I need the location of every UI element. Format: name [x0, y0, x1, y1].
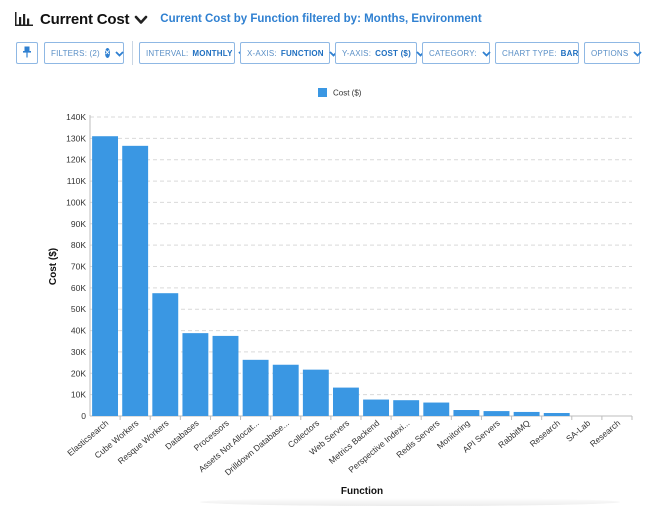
bar[interactable] — [92, 136, 119, 416]
filters-dropdown[interactable]: FILTERS: (2) × — [44, 42, 124, 64]
y-axis-value: COST ($) — [375, 48, 411, 58]
bar[interactable] — [212, 335, 239, 416]
bar[interactable] — [453, 410, 480, 416]
bar[interactable] — [423, 402, 450, 416]
bar[interactable] — [302, 369, 329, 416]
interval-dropdown[interactable]: INTERVAL: MONTHLY — [139, 42, 247, 64]
bar[interactable] — [393, 400, 420, 416]
page-title: Current Cost — [40, 10, 130, 28]
x-tick-label: Research — [588, 418, 623, 449]
x-axis-dropdown[interactable]: X-AXIS: FUNCTION — [240, 42, 338, 64]
panel-shadow — [200, 498, 620, 506]
bar[interactable] — [483, 411, 510, 416]
y-tick-label: 30K — [71, 347, 86, 357]
bar-chart-icon — [14, 11, 34, 27]
y-tick-label: 40K — [71, 326, 86, 336]
filters-label: FILTERS: (2) — [51, 48, 100, 58]
y-tick-label: 130K — [66, 133, 86, 143]
category-label: CATEGORY: — [429, 48, 477, 58]
bar[interactable] — [242, 359, 269, 416]
x-tick-label: RabbitMQ — [496, 418, 532, 451]
chart-subtitle: Current Cost by Function filtered by: Mo… — [160, 13, 482, 25]
category-dropdown[interactable]: CATEGORY: — [422, 42, 491, 64]
y-tick-label: 60K — [71, 283, 86, 293]
interval-value: MONTHLY — [192, 48, 233, 58]
bar[interactable] — [513, 411, 540, 416]
bar[interactable] — [363, 399, 390, 416]
chart-toolbar: FILTERS: (2) × INTERVAL: MONTHLY X-AXIS:… — [16, 41, 643, 65]
bar[interactable] — [182, 333, 209, 416]
bar[interactable] — [152, 293, 179, 416]
y-tick-label: 50K — [71, 304, 86, 314]
chart-header: Current Cost Current Cost by Function fi… — [14, 8, 482, 30]
clear-filters-icon[interactable]: × — [104, 48, 110, 58]
x-tick-label: Research — [528, 418, 563, 449]
chart-type-label: CHART TYPE: — [502, 48, 557, 58]
chevron-down-icon — [633, 50, 643, 57]
chevron-down-icon[interactable] — [134, 13, 148, 25]
y-tick-label: 90K — [71, 219, 86, 229]
pin-button[interactable] — [16, 42, 38, 64]
y-axis-title: Cost ($) — [48, 248, 59, 285]
y-tick-label: 20K — [71, 368, 86, 378]
x-axis-value: FUNCTION — [280, 48, 324, 58]
y-axis-label: Y-AXIS: — [342, 48, 372, 58]
bar-chart: 0 10K 20K 30K 40K 50K 60K 70K 80K 90K 100K 110K 120K… — [48, 88, 633, 497]
chevron-down-icon — [114, 50, 124, 57]
y-axis-dropdown[interactable]: Y-AXIS: COST ($) — [335, 42, 425, 64]
y-tick-label: 70K — [71, 262, 86, 272]
x-tick-label: SA-Lab — [564, 418, 592, 444]
chart-type-value: BAR — [560, 48, 579, 58]
y-tick-label: 120K — [66, 155, 86, 165]
bar[interactable] — [543, 413, 570, 416]
bar[interactable] — [122, 145, 149, 416]
y-tick-label: 110K — [67, 176, 87, 186]
y-tick-label: 10K — [71, 390, 86, 400]
y-tick-label: 80K — [71, 240, 86, 250]
pin-icon — [22, 46, 32, 60]
x-axis-label: X-AXIS: — [247, 48, 277, 58]
interval-label: INTERVAL: — [146, 48, 189, 58]
toolbar-divider — [132, 41, 133, 65]
chevron-down-icon — [482, 50, 491, 57]
bar[interactable] — [272, 364, 299, 416]
legend-label: Cost ($) — [333, 89, 362, 98]
options-dropdown[interactable]: OPTIONS — [584, 42, 643, 64]
y-tick-label: 0 — [81, 411, 86, 421]
chart-type-dropdown[interactable]: CHART TYPE: BAR — [495, 42, 593, 64]
y-tick-label: 100K — [66, 197, 86, 207]
y-tick-label: 140K — [66, 112, 86, 122]
options-label: OPTIONS — [591, 48, 629, 58]
bar[interactable] — [332, 387, 359, 416]
legend-swatch — [318, 88, 327, 97]
x-axis-title: Function — [341, 486, 383, 497]
